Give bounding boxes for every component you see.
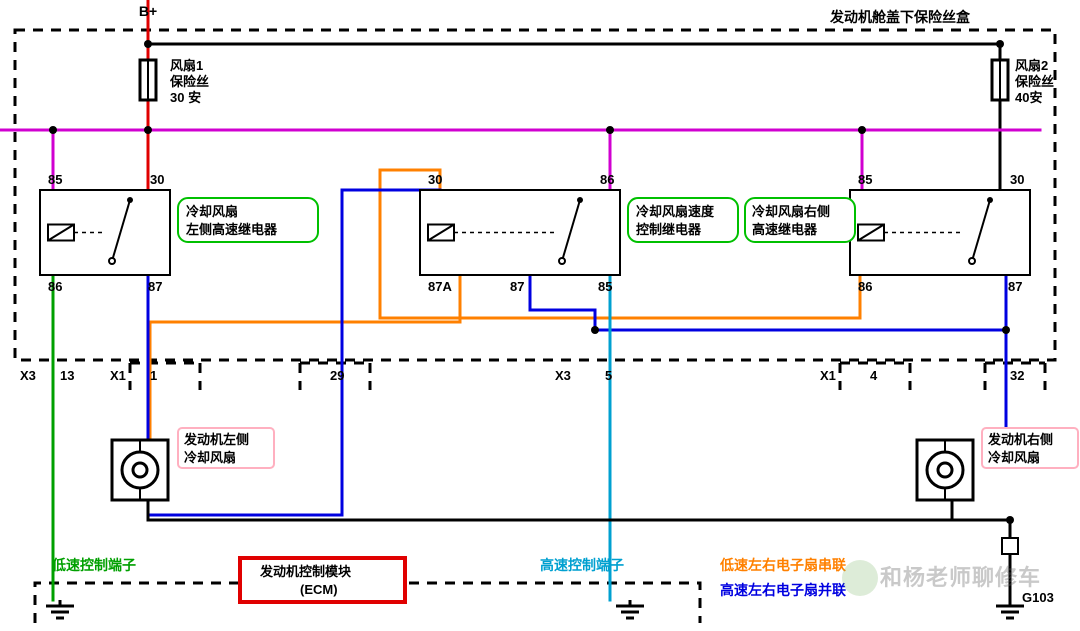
annotation-layer: 低速控制端子 高速控制端子 低速左右电子扇串联高速左右电子扇并联 和杨老师聊修车 xyxy=(51,557,1041,598)
g103-symbol xyxy=(1002,538,1018,554)
fuse-1-l3: 30 安 xyxy=(170,90,201,105)
connector-label: 1 xyxy=(150,368,157,383)
svg-text:30: 30 xyxy=(428,172,442,187)
ground-gnd-left xyxy=(46,600,74,618)
connector-label: 32 xyxy=(1010,368,1024,383)
fan-right xyxy=(917,440,973,500)
fuse-2: 风扇2 保险丝 40安 xyxy=(992,58,1054,105)
svg-text:冷却风扇: 冷却风扇 xyxy=(988,450,1040,465)
svg-text:87A: 87A xyxy=(428,279,452,294)
svg-text:发动机左侧: 发动机左侧 xyxy=(183,432,249,447)
fuse-box-label: 发动机舱盖下保险丝盒 xyxy=(829,9,971,25)
fuse-1: 风扇1 保险丝 30 安 xyxy=(140,58,209,105)
svg-text:87: 87 xyxy=(1008,279,1022,294)
relay-speed-label: 冷却风扇速度 控制继电器 xyxy=(628,198,738,242)
svg-text:87: 87 xyxy=(510,279,524,294)
svg-text:冷却风扇: 冷却风扇 xyxy=(186,204,238,219)
wiring-diagram: 发动机舱盖下保险丝盒 B+ 风扇1 保险丝 30 安 风扇2 保险丝 40安 3… xyxy=(0,0,1080,631)
ground-gnd-mid xyxy=(616,600,644,618)
svg-text:发动机右侧: 发动机右侧 xyxy=(987,432,1053,447)
svg-text:87: 87 xyxy=(148,279,162,294)
relay-right-high: 30 85 86 87 xyxy=(850,172,1030,294)
ground-layer: G103 xyxy=(46,590,1054,618)
connector-label: X3 xyxy=(20,368,36,383)
connector-label: X3 xyxy=(555,368,571,383)
relay-speed: 30 85 86 87 87A xyxy=(420,172,620,294)
svg-text:控制继电器: 控制继电器 xyxy=(636,222,702,237)
svg-text:冷却风扇: 冷却风扇 xyxy=(184,450,236,465)
svg-text:86: 86 xyxy=(48,279,62,294)
annot-text: 高速左右电子扇并联 xyxy=(720,582,847,598)
connector-label: 5 xyxy=(605,368,612,383)
connector-label: 29 xyxy=(330,368,344,383)
fan-left-label: 发动机左侧 冷却风扇 xyxy=(178,428,274,468)
svg-text:85: 85 xyxy=(48,172,62,187)
svg-text:30: 30 xyxy=(150,172,164,187)
annot-text: 高速控制端子 xyxy=(540,557,624,573)
fan-right-label: 发动机右侧 冷却风扇 xyxy=(982,428,1078,468)
annot-text: 低速左右电子扇串联 xyxy=(719,557,847,573)
b-plus-label: B+ xyxy=(139,3,157,19)
fan-left xyxy=(112,440,168,500)
conn-x1-left xyxy=(130,363,200,390)
svg-text:(ECM): (ECM) xyxy=(300,582,338,597)
ecm-label-box: 发动机控制模块 (ECM) xyxy=(240,558,405,602)
svg-text:85: 85 xyxy=(858,172,872,187)
relay-left-label: 冷却风扇 左侧高速继电器 xyxy=(178,198,318,242)
annot-text: 和杨老师聊修车 xyxy=(880,565,1041,590)
relay-left-high: 30 85 86 87 xyxy=(40,172,170,294)
svg-text:30: 30 xyxy=(1010,172,1024,187)
connector-label: 13 xyxy=(60,368,74,383)
svg-text:冷却风扇右侧: 冷却风扇右侧 xyxy=(752,204,830,219)
connector-label: 4 xyxy=(870,368,878,383)
relay-right-label: 冷却风扇右侧 高速继电器 xyxy=(745,198,855,242)
svg-text:高速继电器: 高速继电器 xyxy=(752,222,818,237)
watermark-icon xyxy=(842,560,878,596)
svg-text:86: 86 xyxy=(858,279,872,294)
connector-label: X1 xyxy=(110,368,126,383)
fuse-2-name: 风扇2 xyxy=(1015,58,1048,73)
fuse-2-l3: 40安 xyxy=(1015,90,1042,105)
svg-text:发动机控制模块: 发动机控制模块 xyxy=(259,564,352,579)
connector-label: X1 xyxy=(820,368,836,383)
connector-labels: X3 13 X1 1 29 X3 5 X1 4 32 xyxy=(20,368,1024,383)
svg-text:G103: G103 xyxy=(1022,590,1054,605)
fuse-1-l2: 保险丝 xyxy=(169,74,209,89)
svg-text:冷却风扇速度: 冷却风扇速度 xyxy=(636,204,715,219)
annot-text: 低速控制端子 xyxy=(51,557,136,573)
svg-text:左侧高速继电器: 左侧高速继电器 xyxy=(186,222,278,237)
ground-G103: G103 xyxy=(996,590,1054,618)
svg-text:85: 85 xyxy=(598,279,612,294)
svg-text:86: 86 xyxy=(600,172,614,187)
fuse-2-l2: 保险丝 xyxy=(1014,74,1054,89)
fuse-1-name: 风扇1 xyxy=(170,58,203,73)
